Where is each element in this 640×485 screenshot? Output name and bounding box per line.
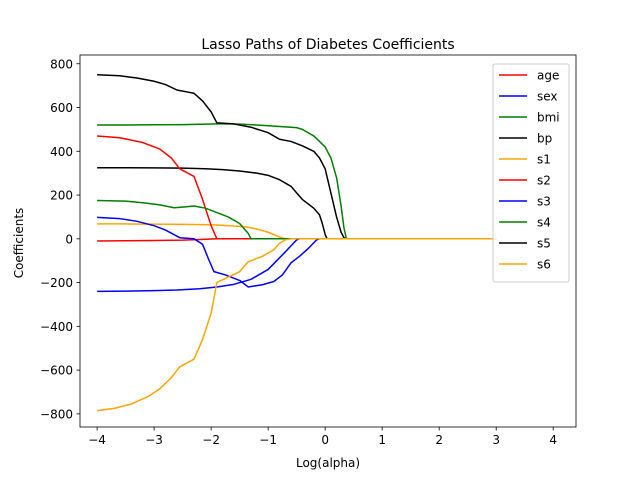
y-tick-label: 0: [65, 232, 73, 246]
x-tick-label: 1: [378, 433, 386, 447]
y-tick-label: 200: [50, 189, 73, 203]
y-tick-label: 600: [50, 101, 73, 115]
plot-area: [97, 73, 497, 412]
x-axis-label: Log(alpha): [296, 456, 360, 470]
legend-label-s1: s1: [537, 153, 551, 167]
legend-label-s2: s2: [537, 174, 551, 188]
axes-frame: [79, 54, 577, 428]
series-line-bp-3: [97, 166, 497, 240]
x-tick-label: −1: [259, 433, 277, 447]
y-tick-label: −800: [40, 407, 73, 421]
x-tick-label: −4: [88, 433, 106, 447]
series-line-s2-5: [97, 135, 497, 240]
legend: age sex bmi bp s1 s2 s3 s4 s5 s6: [492, 63, 570, 283]
legend-label-age: age: [537, 69, 559, 83]
series-line-s5-8: [97, 73, 497, 240]
y-tick-label: −200: [40, 276, 73, 290]
series-line-s6-9: [97, 238, 497, 412]
legend-label-bp: bp: [537, 132, 552, 146]
axes: −4 −3 −2 −1 0 1 2 3 4 −800 −600 −400 −200 0 200 400 600 8…: [40, 54, 577, 447]
legend-label-s5: s5: [537, 237, 551, 251]
y-tick-label: −400: [40, 320, 73, 334]
y-tick-label: 400: [50, 145, 73, 159]
y-axis-label: Coefficients: [12, 208, 26, 279]
series-line-s3-6: [97, 216, 497, 288]
y-tick-label: −600: [40, 364, 73, 378]
legend-label-bmi: bmi: [537, 111, 560, 125]
legend-label-s3: s3: [537, 195, 551, 209]
y-tick-label: 800: [50, 57, 73, 71]
x-tick-label: −3: [145, 433, 163, 447]
legend-label-sex: sex: [537, 90, 558, 104]
x-tick-label: 3: [492, 433, 500, 447]
x-tick-label: −2: [202, 433, 220, 447]
legend-label-s4: s4: [537, 216, 551, 230]
x-tick-label: 2: [435, 433, 443, 447]
series-line-s4-7: [97, 199, 497, 240]
x-tick-label: 0: [321, 433, 329, 447]
legend-box: [492, 63, 570, 283]
chart-title: Lasso Paths of Diabetes Coefficients: [201, 37, 454, 53]
legend-label-s6: s6: [537, 258, 551, 272]
series-line-bmi-2: [97, 122, 497, 240]
x-tick-label: 4: [549, 433, 557, 447]
